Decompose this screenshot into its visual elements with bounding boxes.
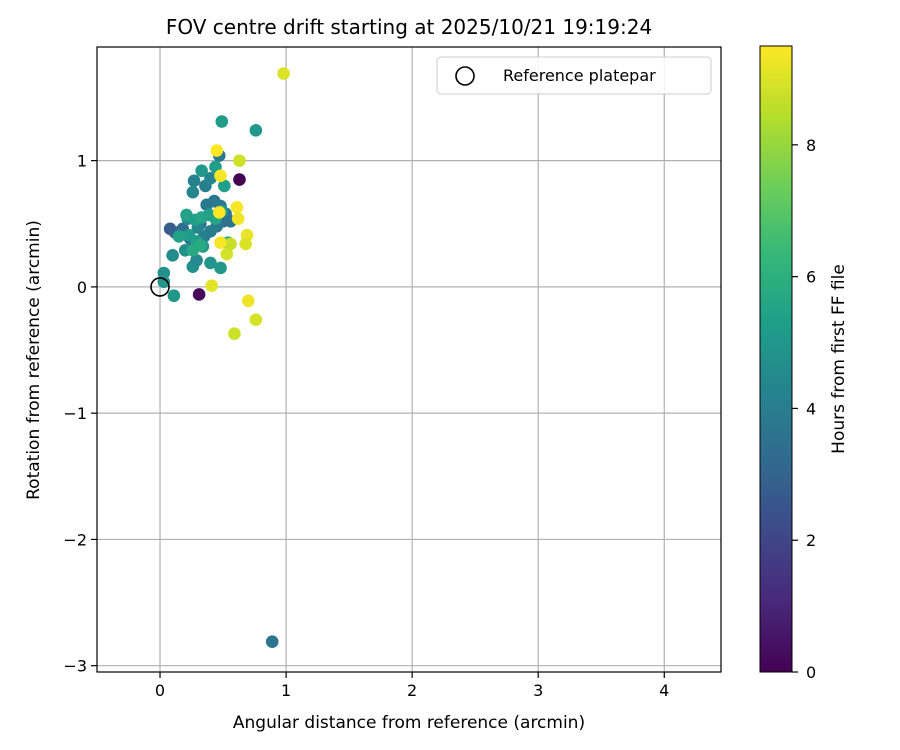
plot-frame [96,46,722,673]
data-point [172,230,186,243]
data-point [157,266,171,280]
y-axis-ticks: −3 −2 −1 0 1 [63,152,97,676]
data-point [265,635,279,648]
data-point [182,228,196,242]
data-point [230,201,244,214]
y-tick-label: 1 [77,152,87,171]
colorbar-tick-label: 6 [806,268,816,287]
data-point [214,236,227,250]
colorbar: 0 2 4 6 8 Hours from first FF file [759,45,849,682]
data-point [224,237,237,251]
data-point [204,256,217,270]
data-point [249,313,263,327]
colorbar-gradient [759,45,793,673]
data-point [212,206,226,219]
data-point [277,67,290,80]
y-tick-label: −2 [63,530,87,549]
data-point [239,237,253,251]
colorbar-tick-label: 2 [806,531,816,550]
colorbar-label: Hours from first FF file [829,264,849,454]
data-point [214,261,227,275]
data-point [204,172,217,185]
y-tick-label: −3 [63,657,87,676]
data-point [233,154,246,167]
data-point [186,185,200,199]
x-tick-label: 3 [533,681,543,700]
chart-title: FOV centre drift starting at 2025/10/21 … [166,15,652,39]
data-point [249,124,263,137]
colorbar-tick-label: 4 [806,399,816,418]
data-point [218,179,231,193]
x-tick-label: 0 [155,681,165,700]
data-point [205,279,219,292]
legend: Reference platepar [436,56,712,95]
colorbar-ticks: 0 2 4 6 8 [792,136,816,682]
x-axis-ticks: 0 1 2 3 4 [155,672,669,700]
data-point [167,289,181,303]
y-axis-label: Rotation from reference (arcmin) [24,220,44,500]
data-point [210,144,224,157]
data-point [233,173,246,186]
x-axis-label: Angular distance from reference (arcmin) [233,713,585,733]
reference-platepar-marker [150,277,170,297]
x-tick-label: 4 [659,681,669,700]
x-tick-label: 2 [407,681,417,700]
x-tick-label: 1 [281,681,291,700]
legend-entry-reference: Reference platepar [503,66,656,85]
data-point [231,212,245,226]
data-point [228,327,241,340]
data-point [166,249,179,262]
legend-box [436,56,712,95]
data-point [195,164,208,178]
data-point [187,174,201,188]
data-point [241,294,255,308]
data-points [157,67,290,648]
data-point [194,238,207,252]
legend-marker-icon [455,66,475,86]
data-point [214,169,227,183]
data-point [190,254,203,267]
y-tick-label: −1 [63,404,87,423]
y-tick-label: 0 [77,278,87,297]
colorbar-tick-label: 0 [806,663,816,682]
colorbar-tick-label: 8 [806,136,816,155]
data-point [220,247,234,261]
grid-lines [97,47,721,672]
data-point [215,115,229,128]
data-point [192,288,206,301]
